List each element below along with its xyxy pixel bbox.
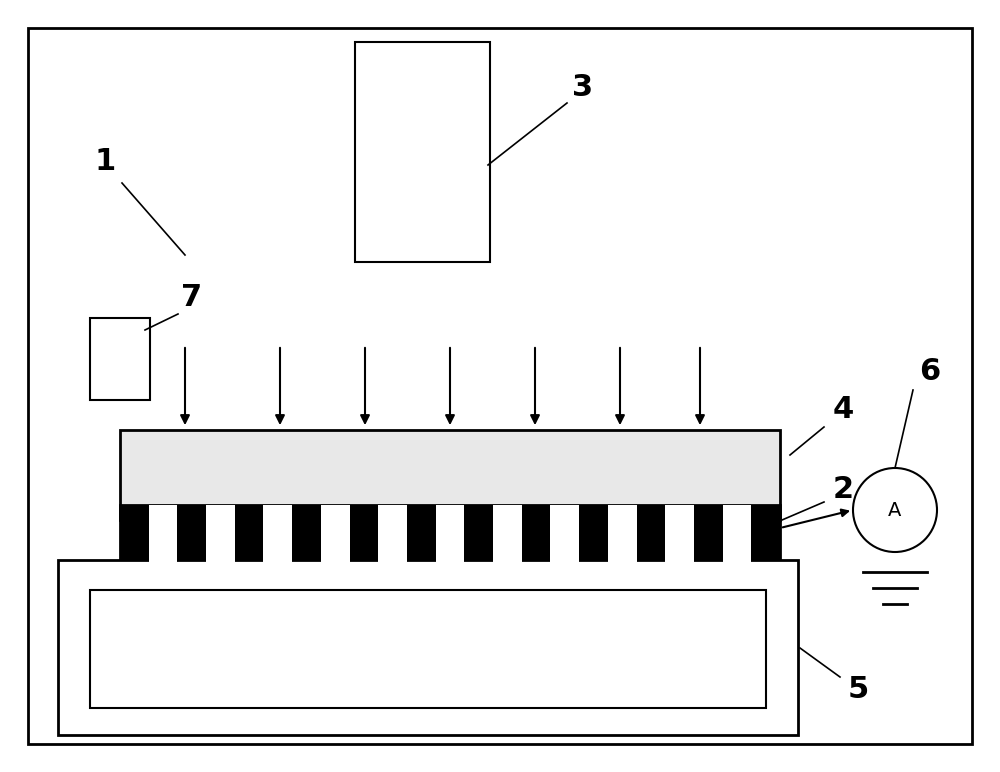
- Bar: [378, 505, 407, 563]
- Bar: [90, 318, 150, 400]
- Text: 1: 1: [94, 147, 116, 177]
- Text: 6: 6: [919, 357, 941, 387]
- Bar: [355, 42, 490, 262]
- Bar: [321, 505, 350, 563]
- Bar: [723, 505, 751, 563]
- Bar: [58, 560, 798, 735]
- Text: 2: 2: [832, 476, 854, 504]
- Text: 3: 3: [572, 73, 594, 103]
- Bar: [120, 430, 780, 520]
- Text: 4: 4: [832, 395, 854, 425]
- Bar: [263, 505, 292, 563]
- Bar: [206, 505, 235, 563]
- Text: 5: 5: [847, 676, 869, 705]
- Bar: [608, 505, 637, 563]
- Bar: [120, 505, 780, 563]
- Bar: [550, 505, 579, 563]
- Bar: [149, 505, 177, 563]
- Bar: [493, 505, 522, 563]
- Bar: [665, 505, 694, 563]
- Bar: [90, 590, 766, 708]
- Text: A: A: [888, 500, 902, 520]
- Bar: [436, 505, 464, 563]
- Circle shape: [853, 468, 937, 552]
- Text: 7: 7: [181, 283, 203, 313]
